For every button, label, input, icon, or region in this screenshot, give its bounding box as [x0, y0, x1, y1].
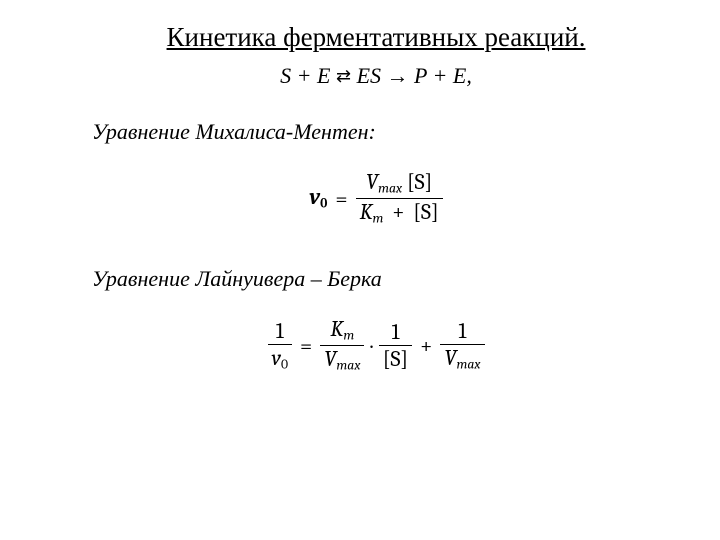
mm-s-num: [S] — [407, 169, 432, 195]
lb-dot: · — [370, 335, 372, 357]
lb-frac-1-s: 1 [S] — [379, 321, 412, 370]
reaction-rhs: ES → P + E, — [351, 63, 472, 88]
mm-denominator: Km + [S] — [356, 198, 443, 226]
lineweaver-burk-heading: Уравнение Лайнуивера – Берка — [92, 266, 660, 292]
lb-frac-km-vmax: Km Vmax — [320, 318, 364, 373]
lb-vmax-v-1: V — [324, 346, 336, 372]
mm-equals: = — [335, 188, 347, 210]
lineweaver-burk-equation: 1 v0 = Km Vmax · 1 [S] + 1 — [92, 318, 660, 373]
mm-fraction: Vmax [S] Km + [S] — [356, 171, 443, 226]
lb-km-num: Km — [326, 318, 358, 345]
lb-frac-1-v0: 1 v0 — [268, 320, 293, 372]
lb-vmax-den-1: Vmax — [320, 345, 364, 373]
reaction-lhs: S + E — [280, 63, 336, 88]
lb-km-sub: m — [343, 329, 354, 344]
lb-vmax-sub-2: max — [457, 357, 481, 372]
michaelis-menten-equation: v0 = Vmax [S] Km + [S] — [92, 171, 660, 226]
lb-v: v — [272, 345, 281, 371]
lb-one-1: 1 — [272, 320, 288, 344]
page-title: Кинетика ферментативных реакций. — [92, 22, 660, 53]
mm-vmax-v: V — [366, 169, 378, 195]
mm-s-den: [S] — [413, 199, 438, 225]
lb-one-2: 1 — [387, 321, 403, 345]
mm-plus: + — [392, 199, 404, 225]
lb-vmax-sub-1: max — [336, 359, 360, 374]
reaction-scheme: S + E ⇄ ES → P + E, — [92, 63, 660, 89]
lb-frac-1-vmax: 1 Vmax — [440, 320, 484, 372]
mm-vmax-sub: max — [378, 181, 402, 196]
mm-v-sub: 0 — [320, 196, 327, 211]
lb-equals: = — [300, 335, 312, 357]
lb-v-sub: 0 — [281, 357, 288, 372]
lb-vmax-den-2: Vmax — [440, 344, 484, 372]
mm-km-k: K — [360, 199, 373, 225]
michaelis-menten-heading: Уравнение Михалиса-Ментен: — [92, 119, 660, 145]
mm-km-sub: m — [373, 211, 384, 226]
mm-v0: v0 — [309, 186, 327, 211]
lb-one-3: 1 — [454, 320, 470, 344]
lb-plus: + — [420, 335, 432, 357]
lb-v0-den: v0 — [268, 344, 293, 372]
lb-s-den: [S] — [379, 345, 412, 370]
mm-v: v — [309, 184, 320, 210]
lb-vmax-v-2: V — [444, 345, 456, 371]
lb-km-k: K — [330, 316, 343, 342]
mm-numerator: Vmax [S] — [362, 171, 436, 198]
